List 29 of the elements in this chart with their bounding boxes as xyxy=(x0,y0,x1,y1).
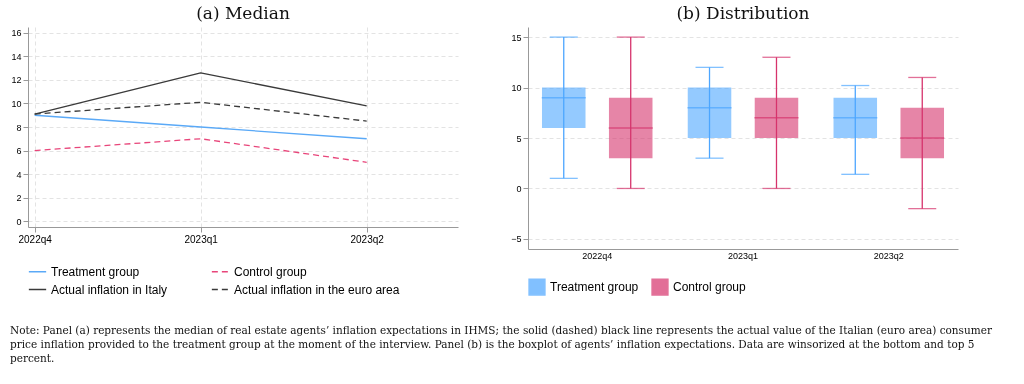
x-tick-label: 2023q2 xyxy=(873,250,904,261)
y-tick-label: 5 xyxy=(516,133,522,144)
legend-label: Control group xyxy=(673,280,747,295)
y-tick-label: 15 xyxy=(511,32,522,43)
y-tick-label: 16 xyxy=(11,28,22,39)
x-tick-label: 2022q4 xyxy=(582,250,613,261)
y-tick-label: 10 xyxy=(11,98,22,109)
y-tick-label: 8 xyxy=(16,122,22,133)
x-tick-label: 2023q2 xyxy=(350,233,385,245)
y-tick-label: 4 xyxy=(16,169,22,180)
chart-title: (b) Distribution xyxy=(676,3,810,23)
y-tick-label: 10 xyxy=(511,83,522,94)
y-tick-label: 0 xyxy=(16,216,22,227)
y-tick-label: 14 xyxy=(11,51,22,62)
x-tick-label: 2023q1 xyxy=(727,250,759,261)
x-tick-label: 2023q1 xyxy=(184,233,219,245)
legend-label: Actual inflation in Italy xyxy=(51,282,168,297)
y-tick-label: 2 xyxy=(16,193,22,204)
y-tick-label: 12 xyxy=(11,75,22,86)
chart-title: (a) Median xyxy=(196,3,290,23)
legend-label: Treatment group xyxy=(51,264,140,279)
y-tick-label: −5 xyxy=(511,234,522,245)
x-tick-label: 2022q4 xyxy=(18,233,53,245)
legend-label: Actual inflation in the euro area xyxy=(234,282,400,297)
y-tick-label: 6 xyxy=(16,146,22,157)
y-tick-label: 0 xyxy=(516,183,522,194)
legend-label: Treatment group xyxy=(550,280,639,295)
text: Note: Panel (a) represents the median of real estate agents’ inflation expectations in IHMS; the solid (dashed) black line represents the actual value of the Italian (euro area) consumer price inflation provided to the treatment group at the moment of the interview. Panel (b) is the boxplot of agents’ inflation expectations. Data are winsorized at the bottom and top 5 percent. xyxy=(10,323,993,365)
legend-label: Control group xyxy=(234,264,308,279)
